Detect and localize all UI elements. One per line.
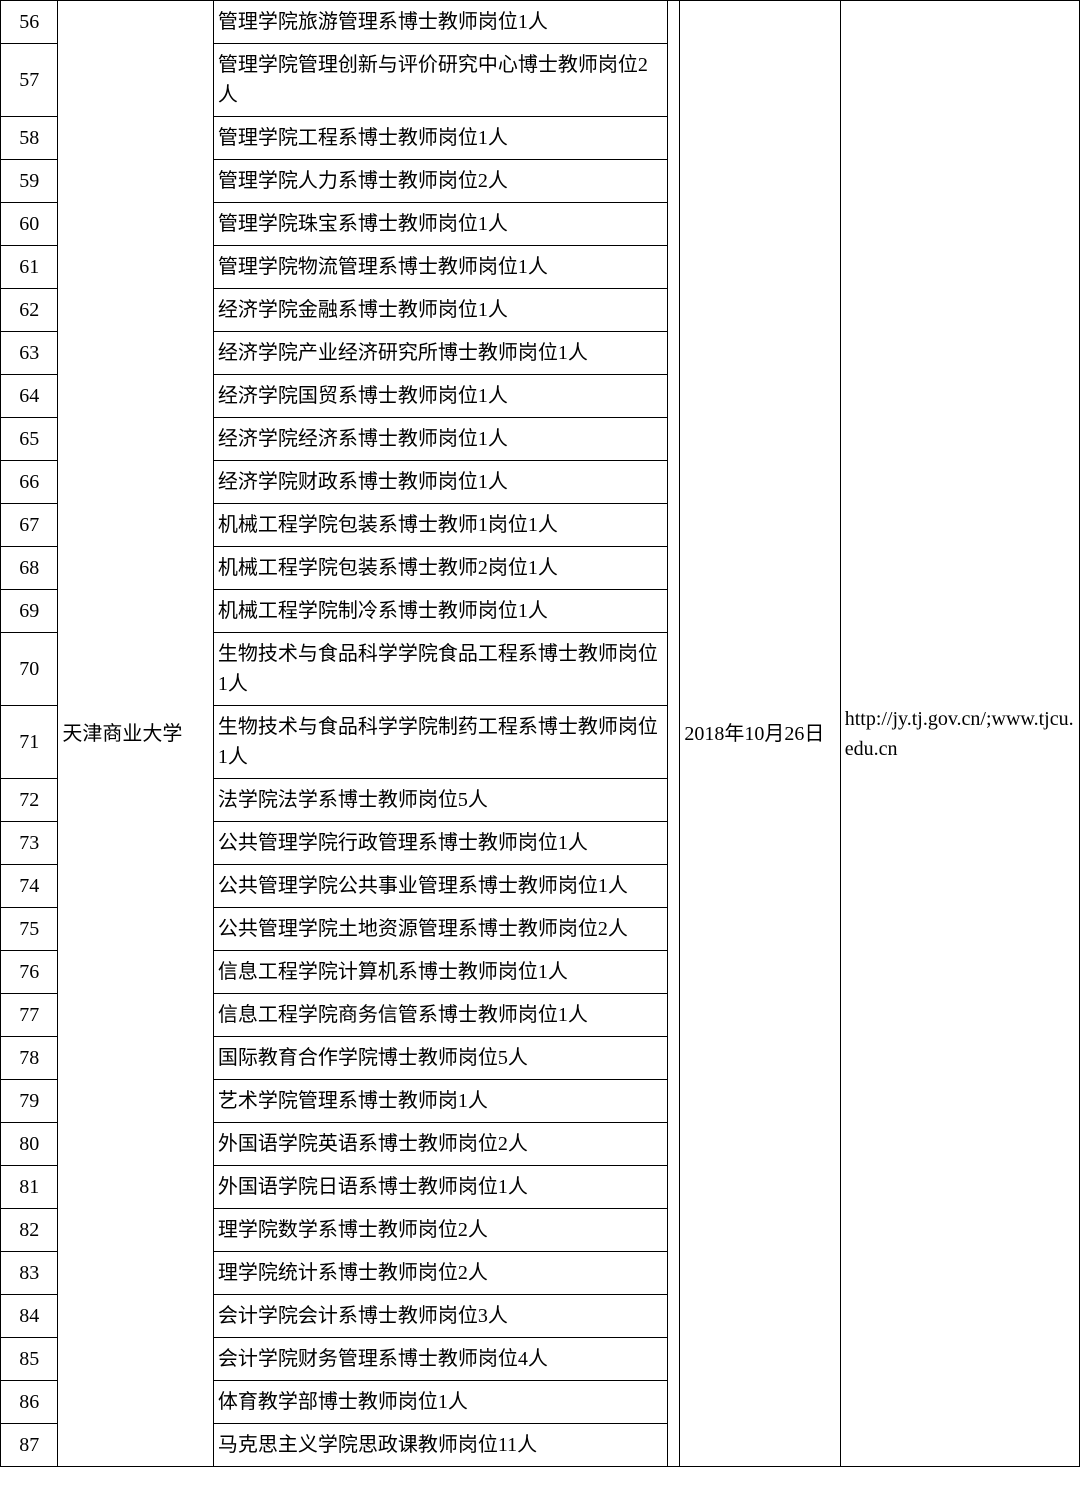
row-number: 69 <box>1 590 58 633</box>
row-number: 73 <box>1 822 58 865</box>
position-description: 艺术学院管理系博士教师岗1人 <box>213 1080 668 1123</box>
row-number: 71 <box>1 706 58 779</box>
table-row: 56天津商业大学管理学院旅游管理系博士教师岗位1人2018年10月26日http… <box>1 1 1080 44</box>
position-description: 管理学院旅游管理系博士教师岗位1人 <box>213 1 668 44</box>
position-description: 生物技术与食品科学学院食品工程系博士教师岗位1人 <box>213 633 668 706</box>
row-number: 60 <box>1 203 58 246</box>
date: 2018年10月26日 <box>680 1 840 1467</box>
row-number: 74 <box>1 865 58 908</box>
position-description: 公共管理学院行政管理系博士教师岗位1人 <box>213 822 668 865</box>
row-number: 68 <box>1 547 58 590</box>
position-description: 体育教学部博士教师岗位1人 <box>213 1381 668 1424</box>
row-number: 78 <box>1 1037 58 1080</box>
row-number: 76 <box>1 951 58 994</box>
row-number: 62 <box>1 289 58 332</box>
row-number: 75 <box>1 908 58 951</box>
empty-column <box>668 1 680 1467</box>
position-description: 会计学院会计系博士教师岗位3人 <box>213 1295 668 1338</box>
position-description: 经济学院国贸系博士教师岗位1人 <box>213 375 668 418</box>
row-number: 79 <box>1 1080 58 1123</box>
row-number: 84 <box>1 1295 58 1338</box>
position-description: 外国语学院英语系博士教师岗位2人 <box>213 1123 668 1166</box>
row-number: 72 <box>1 779 58 822</box>
position-description: 马克思主义学院思政课教师岗位11人 <box>213 1424 668 1467</box>
position-description: 机械工程学院制冷系博士教师岗位1人 <box>213 590 668 633</box>
university-name: 天津商业大学 <box>58 1 214 1467</box>
position-description: 国际教育合作学院博士教师岗位5人 <box>213 1037 668 1080</box>
position-description: 经济学院财政系博士教师岗位1人 <box>213 461 668 504</box>
position-description: 管理学院物流管理系博士教师岗位1人 <box>213 246 668 289</box>
row-number: 59 <box>1 160 58 203</box>
position-description: 法学院法学系博士教师岗位5人 <box>213 779 668 822</box>
position-description: 经济学院金融系博士教师岗位1人 <box>213 289 668 332</box>
url: http://jy.tj.gov.cn/;www.tjcu.edu.cn <box>840 1 1079 1467</box>
position-description: 信息工程学院商务信管系博士教师岗位1人 <box>213 994 668 1037</box>
row-number: 82 <box>1 1209 58 1252</box>
row-number: 87 <box>1 1424 58 1467</box>
position-description: 会计学院财务管理系博士教师岗位4人 <box>213 1338 668 1381</box>
row-number: 56 <box>1 1 58 44</box>
row-number: 70 <box>1 633 58 706</box>
position-description: 经济学院经济系博士教师岗位1人 <box>213 418 668 461</box>
row-number: 58 <box>1 117 58 160</box>
position-description: 信息工程学院计算机系博士教师岗位1人 <box>213 951 668 994</box>
row-number: 66 <box>1 461 58 504</box>
row-number: 64 <box>1 375 58 418</box>
position-description: 外国语学院日语系博士教师岗位1人 <box>213 1166 668 1209</box>
position-description: 理学院数学系博士教师岗位2人 <box>213 1209 668 1252</box>
position-description: 管理学院人力系博士教师岗位2人 <box>213 160 668 203</box>
position-description: 公共管理学院公共事业管理系博士教师岗位1人 <box>213 865 668 908</box>
position-description: 生物技术与食品科学学院制药工程系博士教师岗位1人 <box>213 706 668 779</box>
position-description: 管理学院工程系博士教师岗位1人 <box>213 117 668 160</box>
row-number: 61 <box>1 246 58 289</box>
row-number: 80 <box>1 1123 58 1166</box>
row-number: 83 <box>1 1252 58 1295</box>
row-number: 67 <box>1 504 58 547</box>
row-number: 81 <box>1 1166 58 1209</box>
position-description: 机械工程学院包装系博士教师1岗位1人 <box>213 504 668 547</box>
row-number: 65 <box>1 418 58 461</box>
row-number: 86 <box>1 1381 58 1424</box>
row-number: 63 <box>1 332 58 375</box>
row-number: 77 <box>1 994 58 1037</box>
row-number: 57 <box>1 44 58 117</box>
positions-table: 56天津商业大学管理学院旅游管理系博士教师岗位1人 2018年10月26日http… <box>0 0 1080 1467</box>
position-description: 管理学院管理创新与评价研究中心博士教师岗位2人 <box>213 44 668 117</box>
position-description: 管理学院珠宝系博士教师岗位1人 <box>213 203 668 246</box>
position-description: 经济学院产业经济研究所博士教师岗位1人 <box>213 332 668 375</box>
position-description: 公共管理学院土地资源管理系博士教师岗位2人 <box>213 908 668 951</box>
position-description: 机械工程学院包装系博士教师2岗位1人 <box>213 547 668 590</box>
position-description: 理学院统计系博士教师岗位2人 <box>213 1252 668 1295</box>
row-number: 85 <box>1 1338 58 1381</box>
